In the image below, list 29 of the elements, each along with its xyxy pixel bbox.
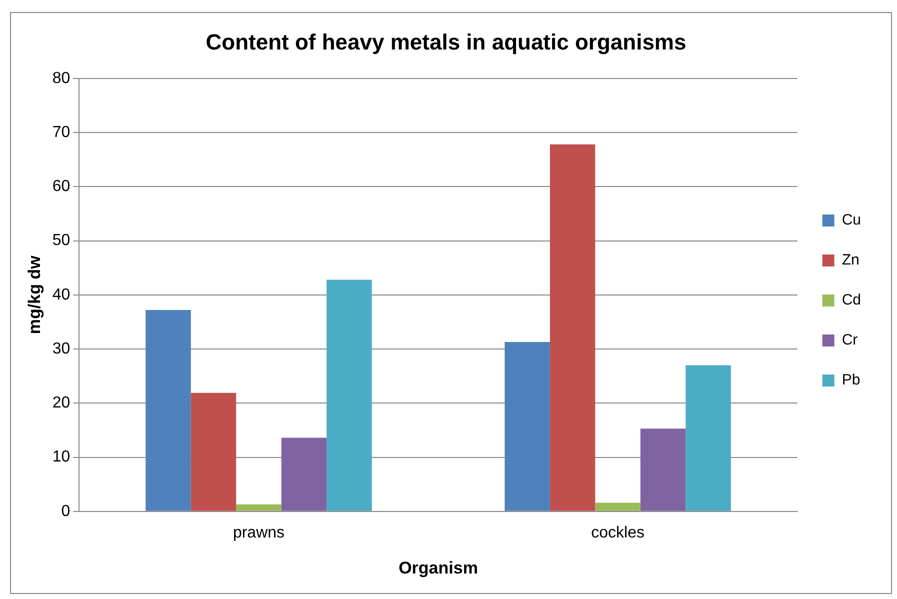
y-tick-label: 20 (52, 394, 70, 412)
legend-label: Cr (842, 332, 858, 349)
bar (504, 342, 550, 511)
bar (281, 438, 327, 511)
bar (640, 428, 686, 511)
legend-label: Cd (842, 292, 862, 309)
chart-title: Content of heavy metals in aquatic organisms (206, 29, 686, 54)
y-tick-label: 60 (52, 178, 70, 196)
y-tick-label: 80 (52, 70, 70, 87)
bar (190, 392, 236, 511)
y-tick-label: 30 (52, 340, 70, 358)
y-axis-title: mg/kg dw (24, 254, 44, 334)
x-tick-label: cockles (591, 524, 644, 542)
x-axis-title: Organism (398, 558, 478, 578)
y-tick-label: 0 (61, 502, 70, 520)
x-tick-label: prawns (232, 524, 285, 542)
bar (236, 504, 282, 511)
bar (146, 310, 191, 511)
y-tick-label: 50 (52, 232, 70, 250)
legend-label: Pb (842, 372, 860, 389)
bar (686, 365, 731, 511)
bar (550, 144, 596, 511)
y-tick-label: 70 (52, 124, 70, 141)
legend-label: Cu (842, 212, 862, 229)
bar (595, 502, 640, 511)
y-tick-label: 10 (52, 448, 70, 466)
y-tick-label: 40 (52, 286, 70, 304)
bar (326, 280, 372, 511)
legend-label: Zn (842, 252, 860, 269)
